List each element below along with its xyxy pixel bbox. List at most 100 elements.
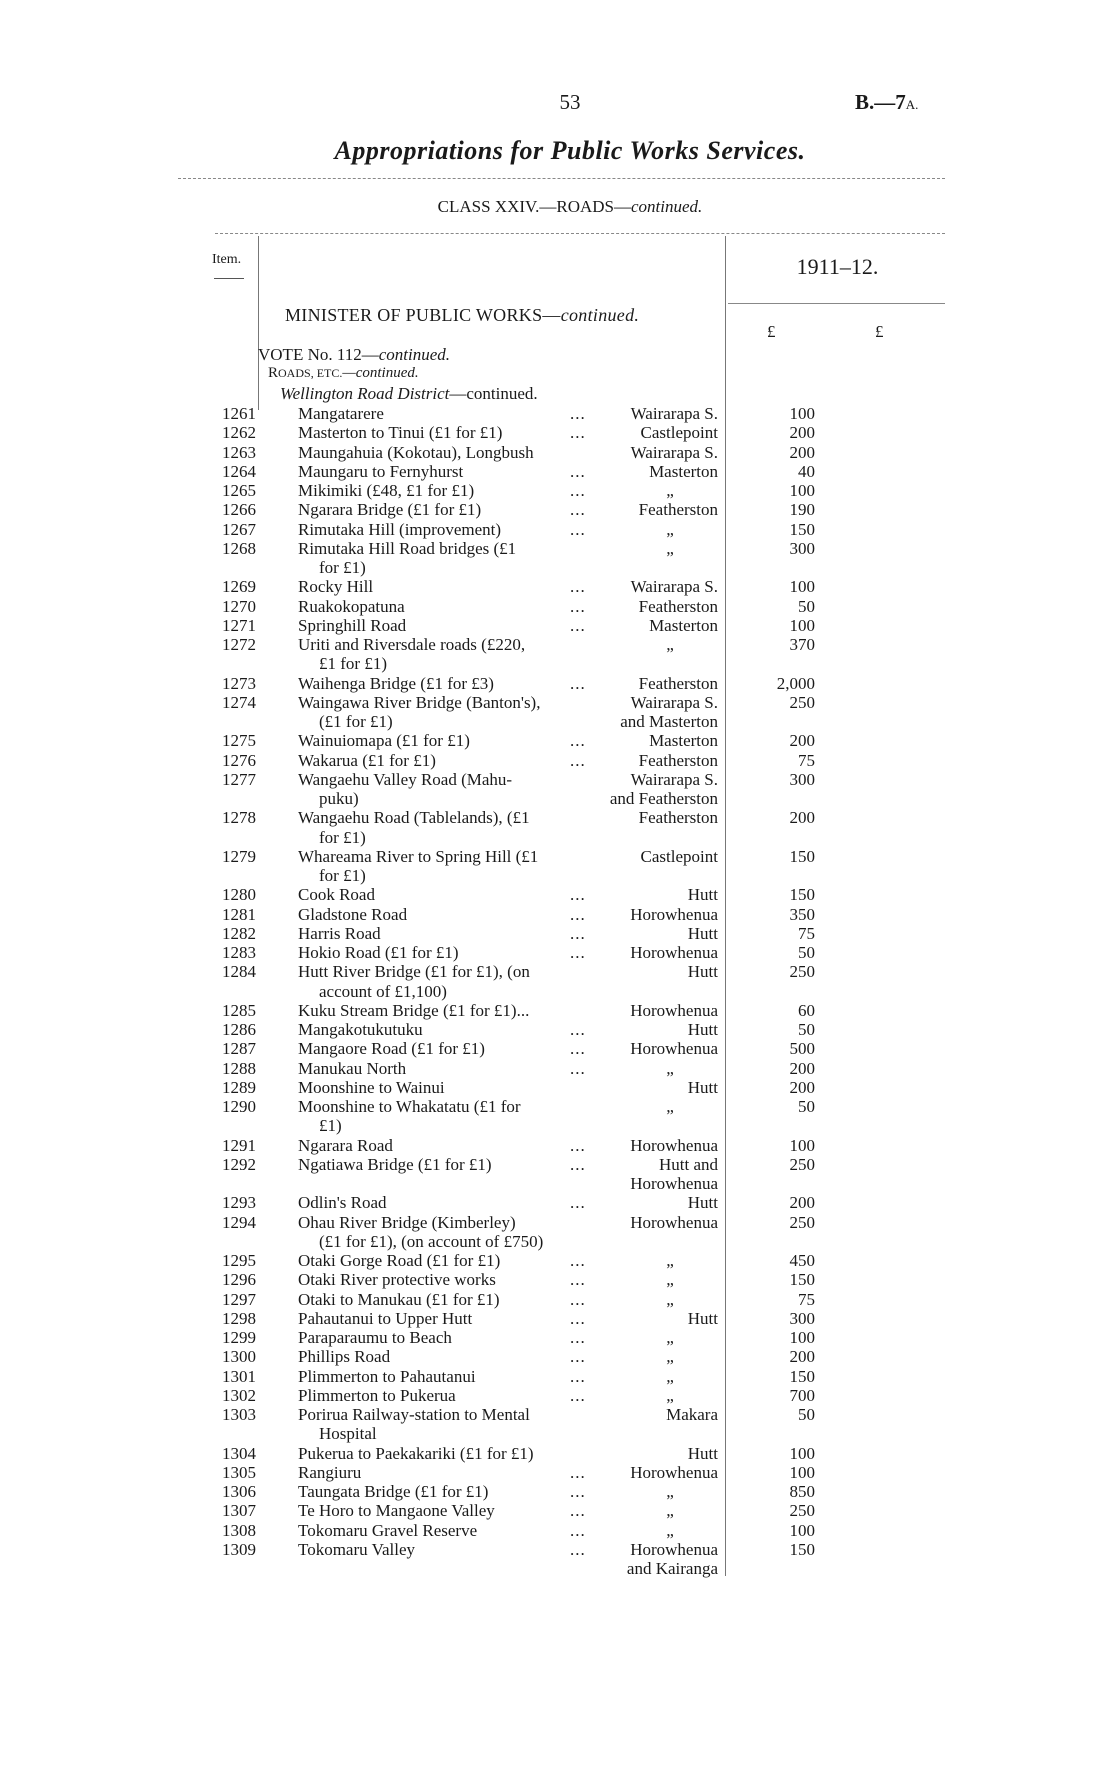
item-description-continued: account of £1,100) — [319, 981, 447, 1001]
item-district: Masterton — [649, 731, 718, 751]
table-row: 1303 Porirua Railway-station to Mental Hos… — [0, 1405, 1114, 1444]
item-description: Ngarara Road — [298, 1135, 393, 1155]
dot-leader: ... — [570, 1251, 586, 1270]
table-row: 1271 Springhill Road... Masterton 100 — [0, 616, 1114, 635]
district-cont: —continued. — [449, 384, 538, 403]
table-row: 1268 Rimutaka Hill Road bridges (£1 for £1… — [0, 539, 1114, 578]
item-description: Mangatarere — [298, 404, 384, 423]
item-description: Tokomaru Valley — [298, 1539, 415, 1559]
item-district: „ — [666, 1347, 674, 1367]
item-number: 1268 — [222, 538, 256, 558]
item-district: Hutt — [687, 885, 718, 905]
item-district: „ — [666, 1251, 674, 1270]
item-district: Hutt — [687, 1077, 718, 1097]
divider — [178, 178, 945, 179]
item-number: 1278 — [222, 808, 256, 828]
item-number: 1306 — [222, 1482, 256, 1501]
item-description: Kuku Stream Bridge (£1 for £1)... — [298, 1000, 530, 1020]
item-number: 1266 — [222, 500, 256, 520]
district-text: Wellington Road District — [280, 384, 450, 403]
dot-leader: ... — [570, 673, 586, 693]
class-heading: CLASS XXIV.—ROADS—continued. — [0, 197, 1114, 217]
item-number: 1298 — [222, 1308, 256, 1328]
vote-cont: continued. — [378, 345, 451, 364]
item-description: Ngarara Bridge (£1 for £1) — [298, 500, 482, 520]
item-district: Castlepoint — [640, 846, 718, 866]
table-row: 1262 Masterton to Tinui (£1 for £1)... Cas… — [0, 423, 1114, 442]
table-row: 1290 Moonshine to Whakatatu (£1 for £1) „ 50 — [0, 1097, 1114, 1136]
item-amount: 100 — [789, 404, 816, 423]
table-row: 1302 Plimmerton to Pukerua... „ 700 — [0, 1386, 1114, 1405]
item-number: 1301 — [222, 1366, 256, 1386]
item-amount: 250 — [789, 692, 816, 712]
item-number: 1290 — [222, 1097, 256, 1116]
vote-text: VOTE No. 112— — [258, 345, 379, 364]
item-district: Hutt — [687, 1308, 718, 1328]
item-district: „ — [666, 1520, 674, 1540]
item-amount: 200 — [789, 1193, 816, 1213]
table-row: 1289 Moonshine to Wainui Hutt 200 — [0, 1078, 1114, 1097]
item-number: 1308 — [222, 1520, 256, 1540]
table-row: 1261 Mangatarere... Wairarapa S. 100 — [0, 404, 1114, 423]
item-description: Masterton to Tinui (£1 for £1) — [298, 423, 503, 443]
item-district: Horowhenua — [630, 943, 718, 962]
item-district: „ — [666, 1097, 674, 1116]
item-amount: 40 — [798, 461, 815, 481]
item-amount: 200 — [789, 423, 816, 443]
item-district: „ — [666, 1289, 674, 1309]
table-row: 1301 Plimmerton to Pahautanui... „ 150 — [0, 1367, 1114, 1386]
item-description: Uriti and Riversdale roads (£220, — [298, 635, 526, 654]
table-row: 1272 Uriti and Riversdale roads (£220, £1 … — [0, 635, 1114, 674]
table-row: 1307 Te Horo to Mangaone Valley... „ 250 — [0, 1501, 1114, 1520]
table-row: 1297 Otaki to Manukau (£1 for £1)... „ 75 — [0, 1290, 1114, 1309]
item-amount: 300 — [789, 538, 816, 558]
item-amount: 850 — [789, 1482, 816, 1501]
item-district: „ — [666, 1501, 674, 1521]
item-amount: 200 — [789, 731, 816, 751]
table-row: 1276 Wakarua (£1 for £1)... Featherston 75 — [0, 751, 1114, 770]
item-number: 1263 — [222, 442, 256, 462]
item-amount: 150 — [789, 885, 816, 905]
divider — [214, 278, 244, 279]
item-number: 1265 — [222, 481, 256, 500]
table-row: 1281 Gladstone Road... Horowhenua 350 — [0, 905, 1114, 924]
item-description: Manukau North — [298, 1058, 407, 1078]
item-district: Wairarapa S. — [630, 769, 718, 789]
item-district: „ — [666, 1058, 674, 1078]
item-description-continued: for £1) — [319, 558, 366, 577]
item-amount: 200 — [789, 808, 816, 828]
item-amount: 300 — [789, 769, 816, 789]
item-description: Wakarua (£1 for £1) — [298, 750, 436, 770]
item-number: 1285 — [222, 1000, 256, 1020]
item-description: Maungaru to Fernyhurst — [298, 461, 464, 481]
item-number: 1292 — [222, 1154, 256, 1174]
item-amount: 350 — [789, 904, 816, 924]
item-number: 1267 — [222, 519, 256, 539]
item-district: Featherston — [638, 808, 718, 828]
item-description: Tokomaru Gravel Reserve — [298, 1520, 478, 1540]
table-row: 1294 Ohau River Bridge (Kimberley) (£1 for… — [0, 1213, 1114, 1252]
item-number: 1261 — [222, 404, 256, 423]
item-description: Plimmerton to Pahautanui — [298, 1366, 476, 1386]
document-reference: B.—7A. — [855, 90, 918, 115]
item-description: Ohau River Bridge (Kimberley) — [298, 1212, 516, 1232]
item-number: 1282 — [222, 923, 256, 943]
table-row: 1287 Mangaore Road (£1 for £1)... Horowhen… — [0, 1039, 1114, 1058]
item-description: Mangakotukutuku — [298, 1020, 423, 1039]
item-description: Maungahuia (Kokotau), Longbush — [298, 442, 534, 462]
item-district: „ — [666, 538, 674, 558]
item-description: Odlin's Road — [298, 1193, 387, 1213]
item-district-continued: Horowhenua — [630, 1174, 718, 1193]
table-row: 1263 Maungahuia (Kokotau), Longbush Wairar… — [0, 443, 1114, 462]
item-description: Rocky Hill — [298, 577, 374, 597]
item-district: Masterton — [649, 615, 718, 635]
minister-text: MINISTER OF PUBLIC WORKS— — [285, 305, 561, 325]
table-row: 1282 Harris Road... Hutt 75 — [0, 924, 1114, 943]
item-description-continued: £1 for £1) — [319, 654, 387, 674]
item-number: 1288 — [222, 1058, 256, 1078]
class-heading-text: CLASS XXIV.—ROADS— — [437, 197, 632, 216]
item-district: Masterton — [649, 461, 718, 481]
item-district-continued: and Featherston — [609, 789, 718, 808]
item-district: Featherston — [638, 500, 718, 520]
table-row: 1273 Waihenga Bridge (£1 for £3)... Feathe… — [0, 674, 1114, 693]
